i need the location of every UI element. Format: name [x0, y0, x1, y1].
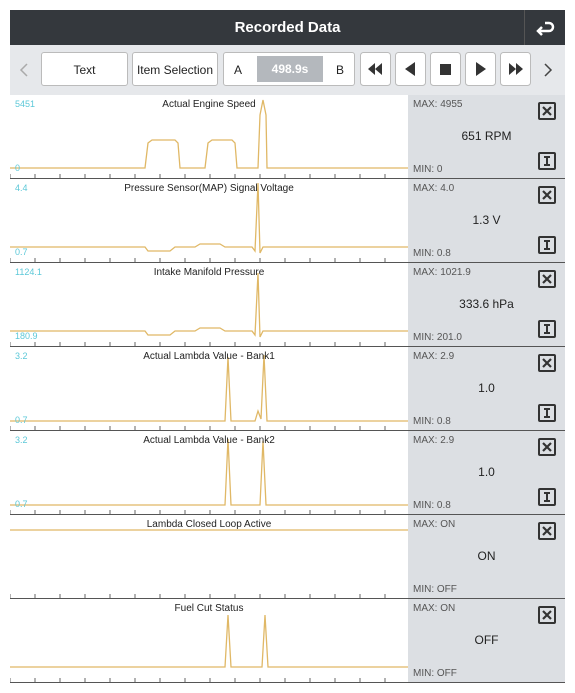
close-icon: [542, 526, 552, 536]
value-panel: MAX: ON OFF MIN: OFF: [408, 599, 565, 682]
scale-min: 0.7: [15, 247, 28, 257]
current-value: 1.0: [478, 465, 495, 479]
max-label: MAX: 2.9: [413, 351, 455, 362]
max-label: MAX: 1021.9: [413, 267, 471, 278]
close-icon: [542, 190, 552, 200]
data-row: Actual Engine Speed 5451 0 MAX: 4955 651 RPM…: [10, 95, 565, 179]
data-row: Intake Manifold Pressure 1124.1 180.9 MAX: …: [10, 263, 565, 347]
data-row: Pressure Sensor(MAP) Signal Voltage 4.4 0.…: [10, 179, 565, 263]
scale-min: 0.7: [15, 415, 28, 425]
next-page[interactable]: [542, 62, 554, 78]
min-label: MIN: OFF: [413, 584, 457, 595]
close-button[interactable]: [538, 270, 556, 288]
min-label: MIN: 0.8: [413, 500, 451, 511]
trace-plot: [10, 354, 408, 430]
trace-plot: [10, 272, 408, 346]
trace-title: Pressure Sensor(MAP) Signal Voltage: [124, 183, 294, 194]
close-icon: [542, 358, 552, 368]
data-row: Actual Lambda Value - Bank2 3.2 0.7 MAX: 2.…: [10, 431, 565, 515]
max-label: MAX: 2.9: [413, 435, 455, 446]
current-value: ON: [477, 549, 496, 563]
header-title: Recorded Data: [10, 10, 565, 45]
scale-button[interactable]: [538, 488, 556, 506]
close-button[interactable]: [538, 102, 556, 120]
max-label: MAX: ON: [413, 519, 456, 530]
scale-button[interactable]: [538, 152, 556, 170]
current-value: 333.6 hPa: [459, 297, 514, 311]
scale-button[interactable]: [538, 320, 556, 338]
scale-max: 4.4: [15, 183, 28, 193]
close-button[interactable]: [538, 354, 556, 372]
scale-max: 3.2: [15, 435, 28, 445]
value-panel: MAX: 1021.9 333.6 hPa MIN: 201.0: [408, 263, 565, 346]
scale-min: 180.9: [15, 331, 38, 341]
data-row: Lambda Closed Loop Active MAX: ON ON MIN: O…: [10, 515, 565, 599]
max-label: MAX: 4955: [413, 99, 463, 110]
b-label: B: [335, 63, 344, 77]
scale-icon: [544, 240, 550, 250]
item-selection-button[interactable]: Item Selection: [132, 52, 218, 86]
trace-plot: [10, 99, 408, 178]
text-button[interactable]: Text: [41, 52, 128, 86]
close-icon: [542, 442, 552, 452]
prev-page[interactable]: [18, 62, 30, 78]
trace-title: Lambda Closed Loop Active: [146, 519, 272, 530]
trace-title: Actual Lambda Value - Bank2: [143, 435, 275, 446]
value-panel: MAX: 4.0 1.3 V MIN: 0.8: [408, 179, 565, 262]
value-panel: MAX: 4955 651 RPM MIN: 0: [408, 95, 565, 178]
scale-icon: [544, 156, 550, 166]
scale-max: 3.2: [15, 351, 28, 361]
min-label: MIN: 0.8: [413, 248, 451, 259]
scale-icon: [544, 324, 550, 334]
a-label: A: [234, 63, 243, 77]
value-panel: MAX: ON ON MIN: OFF: [408, 515, 565, 598]
ab-selector[interactable]: A 498.9s B: [223, 52, 355, 86]
data-row: Actual Lambda Value - Bank1 3.2 0.7 MAX: 2.…: [10, 347, 565, 431]
scale-icon: [544, 492, 550, 502]
trace-title: Fuel Cut Status: [174, 603, 244, 614]
min-label: MIN: OFF: [413, 668, 457, 679]
trace-plot: [10, 529, 408, 598]
min-label: MIN: 201.0: [413, 332, 462, 343]
max-label: MAX: 4.0: [413, 183, 455, 194]
close-icon: [542, 106, 552, 116]
back-button[interactable]: [524, 10, 565, 45]
close-button[interactable]: [538, 522, 556, 540]
scale-min: 0.7: [15, 499, 28, 509]
scale-button[interactable]: [538, 404, 556, 422]
current-value: 1.0: [478, 381, 495, 395]
trace-title: Actual Engine Speed: [162, 99, 256, 110]
close-button[interactable]: [538, 606, 556, 624]
trace-plot: [10, 182, 408, 262]
scale-button[interactable]: [538, 236, 556, 254]
scale-max: 1124.1: [15, 267, 42, 277]
close-icon: [542, 610, 552, 620]
close-button[interactable]: [538, 186, 556, 204]
min-label: MIN: 0: [413, 164, 443, 175]
scale-min: 0: [15, 163, 21, 173]
scale-icon: [544, 408, 550, 418]
current-value: 1.3 V: [472, 213, 501, 227]
trace-title: Actual Lambda Value - Bank1: [143, 351, 275, 362]
current-value: 651 RPM: [461, 129, 512, 143]
trace-plot: [10, 614, 408, 682]
value-panel: MAX: 2.9 1.0 MIN: 0.8: [408, 347, 565, 430]
toolbar: Text Item Selection A 498.9s B: [10, 45, 565, 95]
close-button[interactable]: [538, 438, 556, 456]
time: 498.9s: [257, 56, 323, 82]
min-label: MIN: 0.8: [413, 416, 451, 427]
value-panel: MAX: 2.9 1.0 MIN: 0.8: [408, 431, 565, 514]
close-icon: [542, 274, 552, 284]
max-label: MAX: ON: [413, 603, 456, 614]
current-value: OFF: [474, 633, 499, 647]
playback-controls: [360, 52, 531, 86]
data-row: Fuel Cut Status MAX: ON OFF MIN: OFF: [10, 599, 565, 683]
scale-max: 5451: [15, 99, 36, 109]
trace-title: Intake Manifold Pressure: [153, 267, 265, 278]
trace-plot: [10, 438, 408, 514]
